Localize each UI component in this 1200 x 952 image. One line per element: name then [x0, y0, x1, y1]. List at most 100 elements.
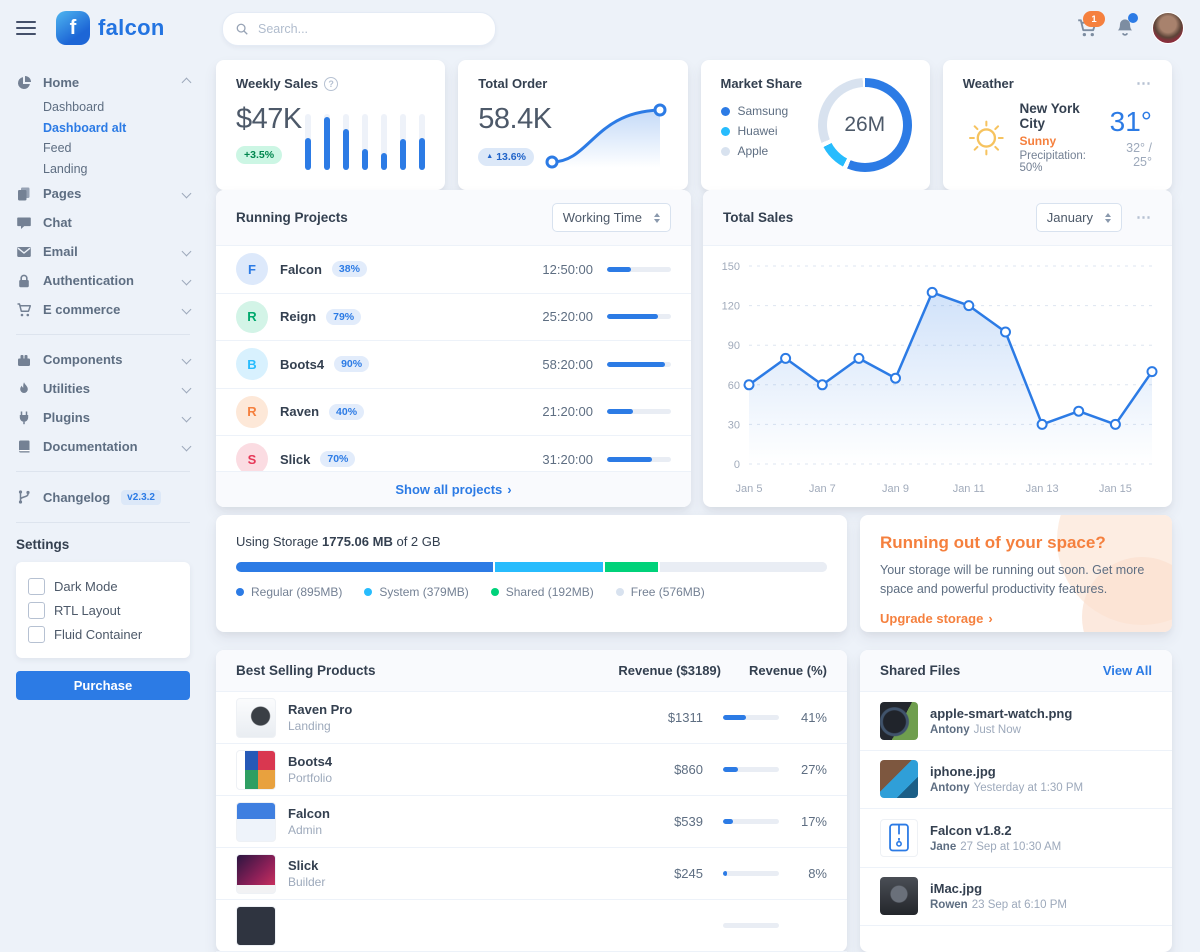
divider: [16, 522, 190, 523]
upgrade-space-card: Running out of your space? Your storage …: [860, 515, 1172, 632]
project-name: Boots4: [280, 356, 325, 372]
sidebar-item-home[interactable]: Home: [16, 68, 198, 97]
legend-dot: [720, 146, 730, 156]
project-progress-bar: [607, 456, 671, 462]
product-progress-bar: [723, 871, 779, 876]
checkbox[interactable]: [28, 625, 45, 643]
sidebar-item-pages[interactable]: Pages: [16, 179, 198, 208]
sidebar-item-components[interactable]: Components: [16, 345, 198, 374]
weekly-sales-bar: [324, 114, 331, 170]
total-sales-line-chart: 0 30 60 90 120 150 Jan 5 Jan 7 Jan 9 Jan 11 Jan 13…: [722, 261, 1158, 495]
sidebar-item-label: Documentation: [43, 439, 138, 454]
file-row-imac-jpg[interactable]: iMac.jpg Rowen 23 Sep at 6:10 PM: [860, 868, 1172, 926]
sidebar-item-e-commerce[interactable]: E commerce: [16, 295, 198, 324]
product-name: Slick: [288, 858, 319, 873]
sidebar-item-label: Pages: [43, 186, 82, 201]
product-progress-bar: [723, 767, 779, 772]
legend-dot: [364, 588, 373, 596]
project-row-boots4[interactable]: B Boots4 90% 58:20:00: [216, 341, 691, 389]
sidebar-item-authentication[interactable]: Authentication: [16, 266, 198, 295]
sidebar-item-plugins[interactable]: Plugins: [16, 403, 198, 432]
project-time: 21:20:00: [542, 404, 593, 420]
svg-text:90: 90: [728, 340, 740, 352]
file-name: apple-smart-watch.png: [930, 705, 1073, 721]
card-menu-button[interactable]: ⋯: [1136, 74, 1152, 92]
weather-title: Weather: [962, 76, 1014, 91]
sidebar-item-label: E commerce: [43, 302, 121, 317]
project-time: 12:50:00: [542, 261, 593, 277]
weekly-sales-bar: [419, 114, 426, 170]
storage-legend-item: Regular (895MB): [236, 585, 342, 599]
arrow-right-icon: ›: [507, 482, 512, 497]
menu-toggle-button[interactable]: [16, 17, 36, 39]
upgrade-storage-link[interactable]: Upgrade storage ›: [880, 610, 993, 626]
sidebar-item-feed[interactable]: Feed: [16, 138, 198, 159]
view-all-link[interactable]: View All: [1102, 663, 1152, 678]
file-row-apple-smart-watch-png[interactable]: apple-smart-watch.png Antony Just Now: [860, 692, 1172, 751]
file-time: 27 Sep at 10:30 AM: [960, 840, 1062, 853]
sidebar-item-utilities[interactable]: Utilities: [16, 374, 198, 403]
search-box[interactable]: [222, 12, 496, 46]
legend-label: Free (576MB): [630, 585, 705, 599]
card-menu-button[interactable]: ⋯: [1136, 208, 1152, 226]
project-row-falcon[interactable]: F Falcon 38% 12:50:00: [216, 246, 691, 294]
file-row-falcon-v1-8-2[interactable]: Falcon v1.8.2 Jane 27 Sep at 10:30 AM: [860, 809, 1172, 868]
legend-label: Samsung: [737, 104, 789, 118]
month-select[interactable]: January: [1035, 203, 1122, 232]
sidebar-item-email[interactable]: Email: [16, 237, 198, 266]
sidebar-item-documentation[interactable]: Documentation: [16, 432, 198, 461]
svg-text:120: 120: [722, 301, 740, 313]
checkbox[interactable]: [28, 601, 45, 619]
working-time-select[interactable]: Working Time: [551, 203, 671, 232]
product-category[interactable]: Landing: [288, 719, 331, 733]
file-row-iphone-jpg[interactable]: iphone.jpg Antony Yesterday at 1:30 PM: [860, 751, 1172, 809]
product-row-boots4[interactable]: Boots4 Portfolio $860 27%: [216, 744, 847, 796]
svg-text:Jan 9: Jan 9: [882, 483, 909, 495]
storage-segment-shared: [604, 562, 661, 572]
file-thumbnail: [880, 701, 918, 740]
show-all-projects-link[interactable]: Show all projects ›: [216, 471, 691, 507]
product-progress-bar: [723, 923, 779, 928]
sidebar-item-changelog[interactable]: Changelog v2.3.2: [16, 482, 198, 512]
help-icon[interactable]: ?: [324, 76, 339, 91]
product-category[interactable]: Portfolio: [288, 771, 333, 785]
chevron-down-icon: [181, 354, 192, 365]
file-author: Antony: [930, 723, 970, 736]
product-row[interactable]: [216, 900, 847, 952]
search-input[interactable]: [256, 21, 483, 37]
product-row-slick[interactable]: Slick Builder $245 8%: [216, 848, 847, 900]
project-row-raven[interactable]: R Raven 40% 21:20:00: [216, 389, 691, 436]
legend-item-apple: Apple: [720, 141, 910, 161]
product-category[interactable]: Builder: [288, 875, 326, 889]
product-revenue: $245: [674, 866, 703, 881]
sidebar-item-chat[interactable]: Chat: [16, 208, 198, 237]
project-row-reign[interactable]: R Reign 79% 25:20:00: [216, 294, 691, 341]
checkbox[interactable]: [28, 577, 45, 595]
product-row-raven-pro[interactable]: Raven Pro Landing $1311 41%: [216, 692, 847, 744]
notifications-button[interactable]: [1114, 13, 1138, 39]
cart-button[interactable]: 1: [1076, 11, 1105, 39]
product-thumbnail: [236, 697, 276, 738]
svg-text:Jan 13: Jan 13: [1026, 483, 1059, 495]
sidebar-item-landing[interactable]: Landing: [16, 159, 198, 180]
legend-dot: [720, 126, 730, 136]
sidebar-item-label: Landing: [43, 161, 88, 176]
email-icon: [16, 244, 32, 260]
storage-used: 1775.06 MB: [322, 534, 393, 549]
sidebar-item-dashboard[interactable]: Dashboard: [16, 97, 198, 118]
storage-legend-item: Free (576MB): [615, 585, 705, 599]
brand-logo[interactable]: f falcon: [56, 11, 165, 45]
weekly-sales-badge: +3.5%: [236, 146, 283, 164]
user-avatar[interactable]: [1152, 12, 1184, 44]
purchase-button[interactable]: Purchase: [16, 671, 190, 700]
zip-file-icon: [889, 823, 909, 852]
chevron-down-icon: [181, 441, 192, 452]
product-category[interactable]: Admin: [288, 823, 323, 837]
file-name: iMac.jpg: [930, 881, 983, 897]
product-row-falcon[interactable]: Falcon Admin $539 17%: [216, 796, 847, 848]
sidebar-item-dashboard-alt[interactable]: Dashboard alt: [16, 118, 198, 139]
pages-icon: [16, 186, 32, 202]
project-time: 25:20:00: [542, 309, 593, 325]
product-info: Slick Builder: [288, 858, 631, 889]
falcon-logo-icon: f: [56, 11, 90, 45]
